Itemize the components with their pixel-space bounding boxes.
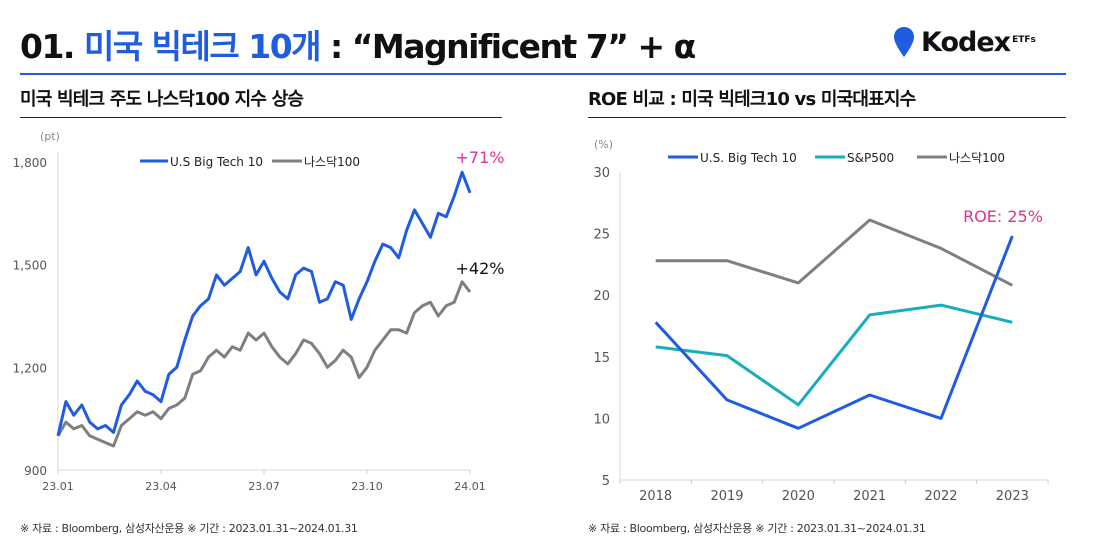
right-chart-title: ROE 비교 : 미국 빅테크10 vs 미국대표지수 — [588, 89, 916, 110]
y-tick-label: 30 — [593, 166, 610, 181]
legend-label-2: 나스닥100 — [949, 151, 1005, 165]
footnote-left: ※ 자료 : Bloomberg, 삼성자산운용 ※ 기간 : 2023.01.… — [20, 522, 358, 535]
y-tick-label: 5 — [602, 474, 610, 489]
x-tick-label: 2022 — [924, 489, 957, 504]
x-tick-label: 23.10 — [351, 480, 383, 493]
legend-label-bigtech: U.S Big Tech 10 — [170, 155, 263, 169]
roe-annotation: ROE: 25% — [963, 207, 1043, 226]
right-title-rule — [588, 117, 1066, 118]
series-line-0 — [56, 170, 472, 437]
y-unit-label: (%) — [594, 138, 613, 151]
y-tick-label: 25 — [593, 228, 610, 243]
series-line-1 — [655, 303, 1013, 407]
y-unit-label: (pt) — [40, 130, 60, 143]
x-tick-label: 24.01 — [454, 480, 486, 493]
y-tick-label: 1,200 — [13, 361, 47, 375]
end-label-nasdaq: +42% — [456, 259, 505, 278]
page-title: 01. 미국 빅테크 10개 : “Magnificent 7” + α — [20, 20, 696, 68]
y-tick-label: 1,800 — [13, 156, 47, 170]
left-chart-title: 미국 빅테크 주도 나스닥100 지수 상승 — [20, 89, 304, 110]
location-pin-icon — [894, 27, 914, 57]
y-tick-label: 900 — [24, 464, 47, 478]
logo-name: Kodex — [921, 26, 1011, 58]
x-tick-label: 2020 — [782, 489, 815, 504]
y-tick-label: 15 — [593, 351, 610, 366]
title-prefix: 01. — [20, 27, 75, 66]
x-tick-label: 23.01 — [42, 480, 74, 493]
kodex-logo: Kodex ETFs — [893, 26, 1036, 58]
x-tick-label: 23.07 — [248, 480, 280, 493]
y-tick-label: 1,500 — [13, 259, 47, 273]
title-rest: : “Magnificent 7” + α — [330, 27, 696, 66]
series-line-0 — [654, 235, 1014, 430]
x-tick-label: 2021 — [853, 489, 886, 504]
series-line-2 — [655, 218, 1013, 287]
header-rule — [20, 73, 1066, 75]
y-tick-label: 10 — [593, 412, 610, 427]
legend-label-nasdaq: 나스닥100 — [304, 155, 360, 169]
logo-sup: ETFs — [1012, 35, 1036, 45]
y-tick-label: 20 — [593, 289, 610, 304]
title-highlight: 미국 빅테크 10개 — [83, 27, 322, 66]
legend-label-1: S&P500 — [847, 151, 894, 165]
legend-label-0: U.S. Big Tech 10 — [700, 151, 797, 165]
series-line-1 — [56, 280, 472, 448]
x-tick-label: 2023 — [996, 489, 1029, 504]
footnote-right: ※ 자료 : Bloomberg, 삼성자산운용 ※ 기간 : 2023.01.… — [588, 522, 926, 535]
left-title-rule — [20, 117, 502, 118]
end-label-bigtech: +71% — [456, 148, 505, 167]
x-tick-label: 23.04 — [145, 480, 177, 493]
x-tick-label: 2019 — [710, 489, 743, 504]
x-tick-label: 2018 — [639, 489, 672, 504]
